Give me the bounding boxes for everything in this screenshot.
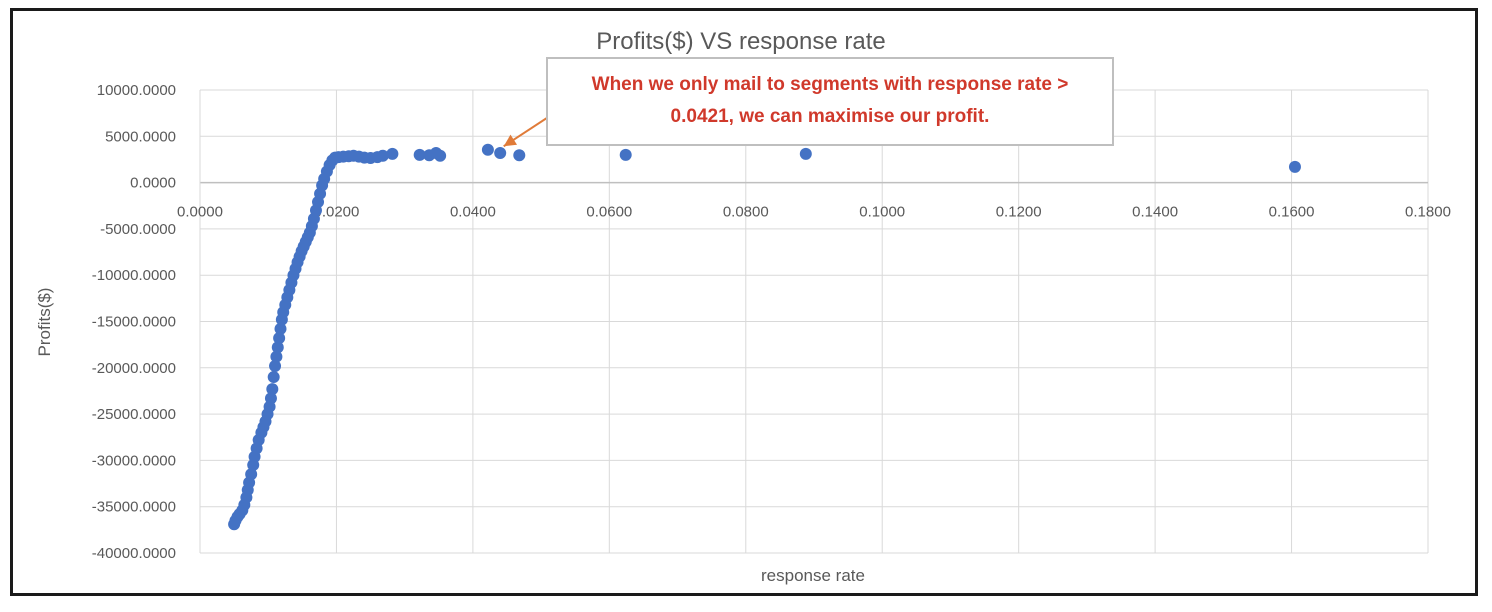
x-tick-label: 0.1600 (1269, 204, 1315, 221)
y-tick-label: -15000.0000 (92, 314, 176, 331)
x-tick-label: 0.1400 (1132, 204, 1178, 221)
data-point (264, 392, 277, 405)
data-point (386, 147, 399, 160)
y-tick-label: -20000.0000 (92, 360, 176, 377)
data-point (799, 147, 812, 160)
data-point (494, 146, 507, 159)
annotation-text: When we only mail to segments with respo… (591, 74, 1069, 127)
data-point (271, 341, 284, 354)
data-point (274, 322, 287, 335)
data-point (376, 149, 389, 162)
y-tick-label: 5000.0000 (105, 128, 176, 145)
x-tick-label: 0.0600 (586, 204, 632, 221)
data-point (434, 149, 447, 162)
y-tick-label: -5000.0000 (100, 221, 176, 238)
data-point (245, 468, 258, 481)
x-tick-label: 0.0200 (313, 204, 359, 221)
x-axis-title: response rate (761, 566, 865, 585)
y-tick-label: 10000.0000 (97, 82, 176, 99)
arrow-head (503, 134, 518, 147)
data-point (266, 383, 279, 396)
data-point (270, 350, 283, 363)
x-tick-label: 0.1200 (996, 204, 1042, 221)
x-tick-label: 0.1800 (1405, 204, 1451, 221)
x-tick-label: 0.0400 (450, 204, 496, 221)
y-tick-label: -25000.0000 (92, 406, 176, 423)
x-tick-label: 0.0800 (723, 204, 769, 221)
tick-labels: 0.0000 0.0200 0.0400 0.0600 0.0800 0.1000 0.12… (92, 82, 1451, 562)
chart-title: Profits($) VS response rate (596, 28, 885, 55)
data-point (413, 148, 426, 161)
data-points (228, 143, 1301, 531)
x-tick-label: 0.0000 (177, 204, 223, 221)
axes (199, 90, 1428, 553)
data-point (1288, 160, 1301, 173)
data-point (269, 359, 282, 372)
data-point (273, 332, 286, 345)
data-point (267, 371, 280, 384)
y-tick-label: -35000.0000 (92, 499, 176, 516)
x-tick-label: 0.1000 (859, 204, 905, 221)
y-tick-label: 0.0000 (130, 175, 176, 192)
y-tick-label: -30000.0000 (92, 452, 176, 469)
data-point (619, 148, 632, 161)
y-tick-label: -40000.0000 (92, 545, 176, 562)
y-tick-label: -10000.0000 (92, 267, 176, 284)
annotation-callout: When we only mail to segments with respo… (546, 57, 1114, 146)
y-axis-title: Profits($) (35, 288, 54, 357)
data-point (513, 149, 526, 162)
data-point (481, 143, 494, 156)
